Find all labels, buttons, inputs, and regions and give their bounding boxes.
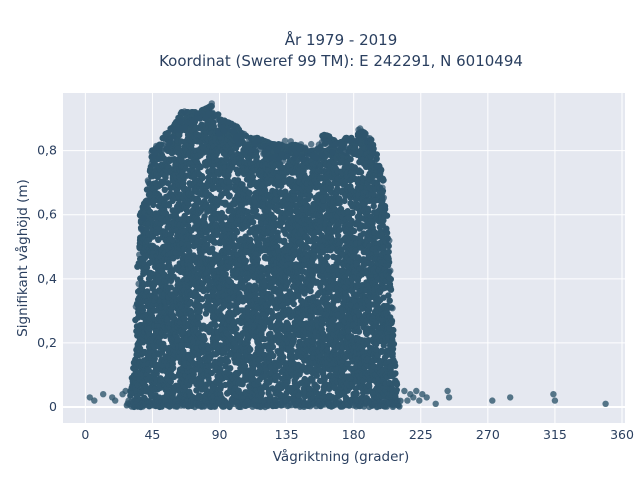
scatter-point (233, 325, 240, 333)
scatter-point (271, 215, 278, 222)
scatter-point (270, 352, 277, 360)
scatter-point (170, 389, 177, 396)
scatter-point (178, 138, 185, 145)
scatter-point (197, 163, 204, 171)
scatter-point (242, 257, 250, 264)
scatter-point (170, 313, 177, 321)
scatter-point (212, 322, 219, 329)
scatter-point (152, 361, 159, 368)
data-points (86, 100, 609, 411)
scatter-point (174, 145, 182, 152)
scatter-point (227, 365, 234, 372)
scatter-point (247, 236, 254, 243)
scatter-point (167, 378, 174, 385)
scatter-point (295, 392, 303, 399)
scatter-point (249, 173, 257, 181)
scatter-point (311, 252, 318, 259)
scatter-point (249, 219, 257, 226)
scatter-point (201, 213, 208, 220)
scatter-point (247, 346, 254, 353)
scatter-point (197, 303, 205, 311)
scatter-point (169, 273, 176, 280)
scatter-point (209, 245, 216, 252)
scatter-point (204, 241, 211, 248)
scatter-point (246, 189, 253, 197)
scatter-point (254, 256, 261, 263)
scatter-point (195, 314, 203, 321)
scatter-point (169, 237, 176, 244)
scatter-point (161, 332, 169, 339)
scatter-point (186, 300, 194, 307)
scatter-point (224, 358, 232, 365)
scatter-point (161, 186, 168, 193)
scatter-point (174, 336, 181, 343)
scatter-point (226, 192, 233, 199)
scatter-point (258, 390, 265, 397)
scatter-point (186, 248, 193, 255)
scatter-point (164, 180, 172, 187)
scatter-point (199, 296, 206, 303)
scatter-point (290, 300, 297, 308)
scatter-point (178, 342, 185, 349)
scatter-point (139, 304, 146, 311)
scatter-point (180, 328, 187, 336)
scatter-point (314, 383, 321, 391)
scatter-point (199, 174, 206, 181)
scatter-point (201, 336, 208, 343)
scatter-point (152, 293, 159, 301)
scatter-point (167, 284, 174, 291)
scatter-point (233, 229, 241, 236)
scatter-point (169, 360, 176, 368)
scatter-point (283, 379, 290, 387)
scatter-point (165, 202, 173, 209)
scatter-point (195, 320, 202, 328)
scatter-point (150, 201, 157, 209)
scatter-point (252, 230, 259, 237)
scatter-point (155, 236, 162, 243)
scatter-point (178, 157, 185, 164)
